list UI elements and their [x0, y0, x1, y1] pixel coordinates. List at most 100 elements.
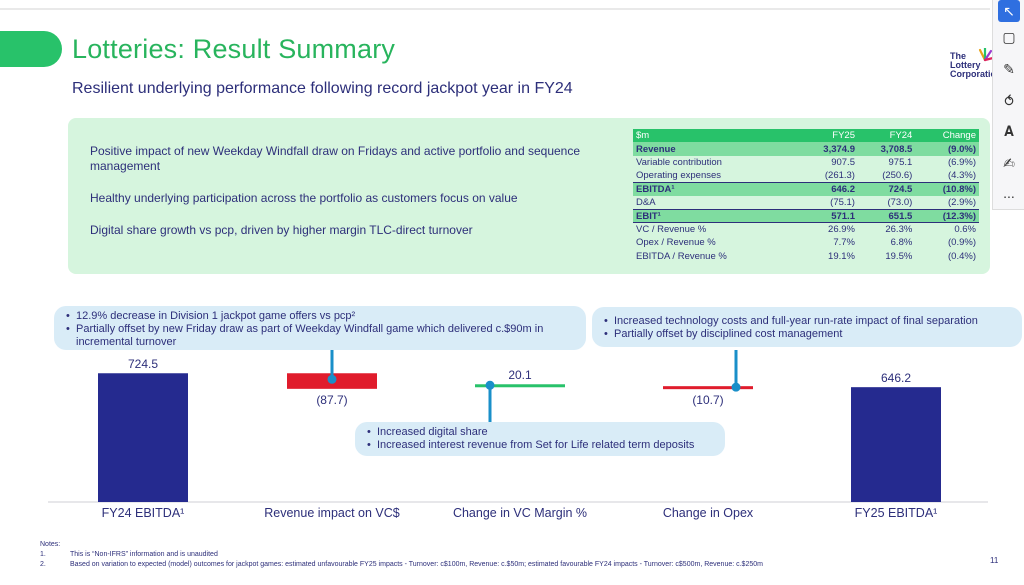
row-label: EBITDA / Revenue %	[636, 250, 727, 262]
cell-fy25: (75.1)	[792, 195, 858, 210]
footnote-number: 2.	[40, 561, 46, 568]
waterfall-bar-4	[851, 387, 941, 502]
title-accent-tab	[0, 31, 62, 67]
financial-summary-table: $m FY25 FY24 Change Revenue 3,374.9 3,70…	[633, 129, 979, 263]
cell-change: 0.6%	[954, 224, 976, 236]
callout-item: 12.9% decrease in Division 1 jackpot gam…	[66, 310, 574, 323]
callout-dot-0	[327, 374, 337, 384]
top-divider	[0, 8, 990, 10]
pen-icon[interactable]: ✎	[1003, 61, 1015, 77]
cell-fy25: 7.7%	[833, 237, 855, 249]
table-header-row: $m FY25 FY24 Change	[633, 129, 979, 143]
table-header-cell: FY24	[889, 130, 913, 142]
footnote-text: Based on variation to expected (model) o…	[70, 561, 763, 568]
page-subtitle: Resilient underlying performance followi…	[72, 80, 573, 97]
table-row: EBITDA / Revenue % 19.1% 19.5% (0.4%)	[633, 250, 979, 263]
cell-fy25: 3,374.9	[823, 143, 855, 155]
cell-fy25: 646.2	[831, 184, 855, 195]
table-row: Revenue 3,374.9 3,708.5 (9.0%)	[633, 142, 979, 156]
value-label-vc-margin: 20.1	[508, 368, 532, 383]
footnote-row: 1. This is “Non-IFRS” information and is …	[40, 550, 763, 560]
highlight-item: Positive impact of new Weekday Windfall …	[90, 144, 581, 173]
row-label: EBITDA¹	[636, 184, 675, 195]
cell-fy24: 651.5	[857, 209, 916, 224]
cell-fy24: 724.5	[888, 184, 913, 195]
value-label-fy24: 724.5	[127, 357, 159, 372]
logo-burst-icon	[978, 48, 994, 62]
more-icon[interactable]: ...	[1003, 185, 1015, 201]
waterfall-bar-2	[475, 384, 565, 388]
cell-fy24: (73.0)	[857, 195, 916, 210]
cell-fy25: 571.1	[792, 209, 858, 224]
callout-item: Increased technology costs and full-year…	[604, 315, 1010, 328]
cell-fy25: 26.9%	[828, 224, 855, 236]
table-row: Operating expenses (261.3) (250.6) (4.3%…	[633, 169, 979, 184]
footnote-row: 2. Based on variation to expected (model)…	[40, 560, 763, 570]
logo-line-1: The	[950, 51, 967, 61]
table-row: EBIT¹ 571.1 651.5 (12.3%)	[633, 209, 979, 224]
row-label: Operating expenses	[633, 169, 793, 184]
callout-revenue-impact: 12.9% decrease in Division 1 jackpot gam…	[54, 306, 586, 350]
cell-change: (6.9%)	[948, 156, 976, 168]
highlight-item: Digital share growth vs pcp, driven by h…	[90, 223, 473, 237]
logo-line-2: Lottery	[950, 60, 981, 70]
callout-vc-margin: Increased digital share Increased intere…	[355, 422, 725, 456]
row-label: EBIT¹	[633, 209, 793, 224]
cell-fy25: (261.3)	[792, 169, 858, 184]
waterfall-bar-1	[287, 373, 377, 389]
cell-change: (2.9%)	[915, 195, 979, 210]
row-label: VC / Revenue %	[636, 224, 707, 236]
row-label: Revenue	[636, 143, 676, 155]
callout-item: Increased interest revenue from Set for …	[367, 439, 713, 452]
cursor-icon[interactable]: ↖	[998, 0, 1020, 22]
company-logo: The Lottery Corporation	[948, 48, 1002, 84]
footnote-number: 1.	[40, 551, 46, 558]
footnote-text: This is “Non-IFRS” information and is un…	[70, 551, 218, 558]
value-label-opex: (10.7)	[692, 393, 724, 408]
highlights-list: Positive impact of new Weekday Windfall …	[90, 144, 600, 255]
comment-icon[interactable]: ▢	[1002, 29, 1016, 45]
row-label: Opex / Revenue %	[636, 237, 716, 249]
cell-change: (12.3%)	[915, 209, 979, 224]
table-header-cell: FY25	[832, 130, 855, 142]
table-header-cell: Change	[942, 130, 976, 142]
highlighter-icon[interactable]: ✍	[1003, 155, 1015, 171]
category-label-revenue-impact: Revenue impact on VC$	[264, 506, 400, 520]
page-number: 11	[990, 556, 999, 565]
cell-fy24: 975.1	[888, 156, 913, 168]
cell-fy25: 907.5	[831, 156, 855, 168]
category-label-fy24: FY24 EBITDA¹	[101, 506, 185, 520]
footnotes: Notes: 1. This is “Non-IFRS” information …	[40, 540, 763, 570]
table-row: Opex / Revenue % 7.7% 6.8% (0.9%)	[633, 236, 979, 249]
cell-fy25: 19.1%	[828, 250, 855, 262]
callout-item: Partially offset by disciplined cost man…	[604, 328, 1010, 341]
cell-fy24: 6.8%	[890, 237, 913, 249]
logo-line-3: Corporation	[950, 69, 1002, 79]
category-label-opex: Change in Opex	[662, 506, 754, 520]
category-label-fy25: FY25 EBITDA¹	[854, 506, 938, 520]
table-header-cell: $m	[636, 130, 650, 142]
value-label-revenue-impact: (87.7)	[316, 392, 348, 407]
cell-change: (0.4%)	[948, 250, 976, 262]
category-label-vc-margin: Change in VC Margin %	[452, 506, 588, 520]
table-row: D&A (75.1) (73.0) (2.9%)	[633, 195, 979, 210]
lasso-icon[interactable]: ⥀	[1004, 93, 1014, 109]
cell-fy24: (250.6)	[857, 169, 916, 184]
cell-fy24: 26.3%	[885, 224, 913, 236]
value-label-fy25: 646.2	[880, 371, 912, 386]
table-row: VC / Revenue % 26.9% 26.3% 0.6%	[633, 223, 979, 236]
waterfall-bar-3	[663, 386, 753, 390]
cell-change: (0.9%)	[948, 237, 976, 249]
callout-dot-2	[731, 382, 741, 392]
table-row: EBITDA¹ 646.2 724.5 (10.8%)	[633, 182, 979, 196]
text-select-icon[interactable]: 𝐀	[1004, 123, 1014, 139]
waterfall-bar-0	[98, 373, 188, 502]
callout-item: Increased digital share	[367, 426, 713, 439]
row-label: Variable contribution	[636, 156, 722, 168]
cell-change: (4.3%)	[915, 169, 979, 184]
cell-fy24: 19.5%	[885, 250, 913, 262]
annotation-toolbar: ↖ ▢ ✎ ⥀ 𝐀 ✍ ...	[992, 0, 1024, 210]
callout-opex: Increased technology costs and full-year…	[592, 307, 1022, 347]
row-label: D&A	[633, 195, 793, 210]
